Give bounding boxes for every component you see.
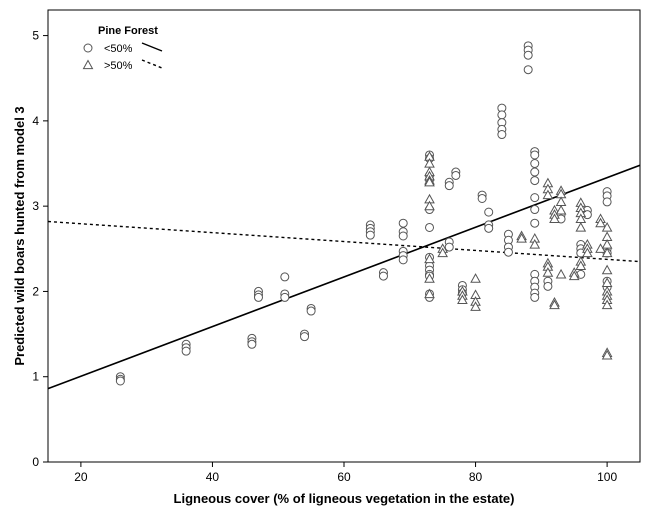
data-point-triangle (516, 233, 527, 243)
data-point-circle (115, 376, 125, 386)
data-point-circle (497, 130, 507, 140)
data-point-circle (306, 306, 316, 316)
x-tick-label: 20 (74, 470, 88, 484)
data-points (115, 41, 613, 386)
legend-label: <50% (104, 43, 133, 55)
x-tick-label: 60 (337, 470, 351, 484)
x-axis: 20 40 60 80 100 (74, 462, 617, 484)
data-point-circle (503, 247, 513, 257)
data-point-circle (602, 197, 612, 207)
data-point-circle (398, 255, 408, 265)
data-point-triangle (568, 270, 580, 281)
data-point-circle (543, 281, 553, 291)
legend-marker-circle (83, 43, 93, 53)
y-tick-label: 2 (32, 284, 39, 298)
data-point-triangle (575, 221, 587, 232)
data-point-circle (280, 292, 290, 302)
data-point-circle (444, 181, 454, 191)
y-tick-label: 1 (32, 370, 39, 384)
data-point-circle (378, 271, 388, 281)
data-point-triangle (424, 288, 435, 299)
data-point-circle (530, 205, 540, 215)
data-point-circle (398, 231, 408, 241)
data-point-circle (300, 332, 310, 342)
data-point-triangle (601, 264, 613, 275)
data-point-circle (425, 222, 435, 232)
data-point-triangle (424, 253, 435, 264)
legend-marker-triangle (82, 59, 94, 70)
fit-line-gt50 (47, 220, 641, 263)
data-point-triangle (424, 273, 435, 283)
data-point-triangle (555, 196, 567, 206)
data-point-circle (530, 193, 540, 203)
data-point-circle (523, 50, 533, 60)
data-point-circle (523, 65, 533, 75)
plot-area (47, 9, 641, 463)
data-point-triangle (601, 221, 613, 232)
legend-line-solid (141, 42, 163, 52)
data-point-triangle (575, 260, 587, 270)
data-point-triangle (601, 349, 613, 360)
data-point-circle (530, 150, 540, 160)
x-tick-label: 80 (469, 470, 483, 484)
data-point-triangle (555, 268, 567, 279)
y-tick-label: 4 (32, 114, 39, 128)
x-axis-title: Ligneous cover (% of ligneous vegetation… (174, 491, 515, 506)
data-point-triangle (529, 238, 541, 249)
data-point-circle (497, 110, 507, 120)
data-point-triangle (470, 301, 481, 311)
legend-label: >50% (104, 60, 133, 72)
y-axis: 0 1 2 3 4 5 (32, 29, 48, 469)
data-point-circle (484, 207, 494, 217)
data-point-triangle (582, 247, 593, 258)
legend-line-dashed (141, 59, 163, 69)
x-tick-label: 40 (206, 470, 220, 484)
data-point-circle (477, 193, 487, 203)
data-point-circle (530, 218, 540, 228)
y-axis-title: Predicted wild boars hunted from model 3 (12, 106, 27, 365)
data-point-circle (451, 170, 461, 180)
data-point-triangle (601, 238, 613, 249)
data-point-triangle (595, 217, 606, 228)
data-point-triangle (457, 294, 468, 305)
legend: Pine Forest <50% >50% (82, 25, 163, 72)
data-point-circle (247, 339, 257, 349)
data-point-circle (530, 167, 540, 177)
data-point-triangle (424, 176, 435, 187)
data-point-triangle (601, 247, 613, 258)
data-point-circle (181, 346, 191, 356)
data-point-circle (280, 272, 290, 282)
data-point-triangle (542, 267, 554, 277)
fit-lines (47, 164, 641, 390)
data-point-triangle (601, 299, 613, 310)
data-point-circle (253, 292, 263, 302)
data-point-circle (398, 218, 408, 228)
data-point-triangle (470, 273, 481, 283)
data-point-triangle (437, 247, 449, 258)
y-tick-label: 5 (32, 29, 39, 43)
legend-title: Pine Forest (98, 25, 158, 37)
data-point-circle (484, 223, 494, 233)
data-point-triangle (549, 299, 560, 310)
data-point-circle (530, 176, 540, 186)
data-point-circle (530, 292, 540, 302)
fit-line-lt50 (47, 164, 641, 390)
y-tick-label: 3 (32, 199, 39, 213)
x-tick-label: 100 (597, 470, 617, 484)
data-point-triangle (555, 204, 567, 215)
data-point-circle (530, 159, 540, 169)
data-point-triangle (424, 200, 435, 211)
data-point-triangle (549, 213, 560, 224)
data-point-triangle (542, 189, 554, 200)
y-tick-label: 0 (32, 455, 39, 469)
data-point-circle (365, 230, 375, 240)
data-point-circle (444, 242, 454, 252)
